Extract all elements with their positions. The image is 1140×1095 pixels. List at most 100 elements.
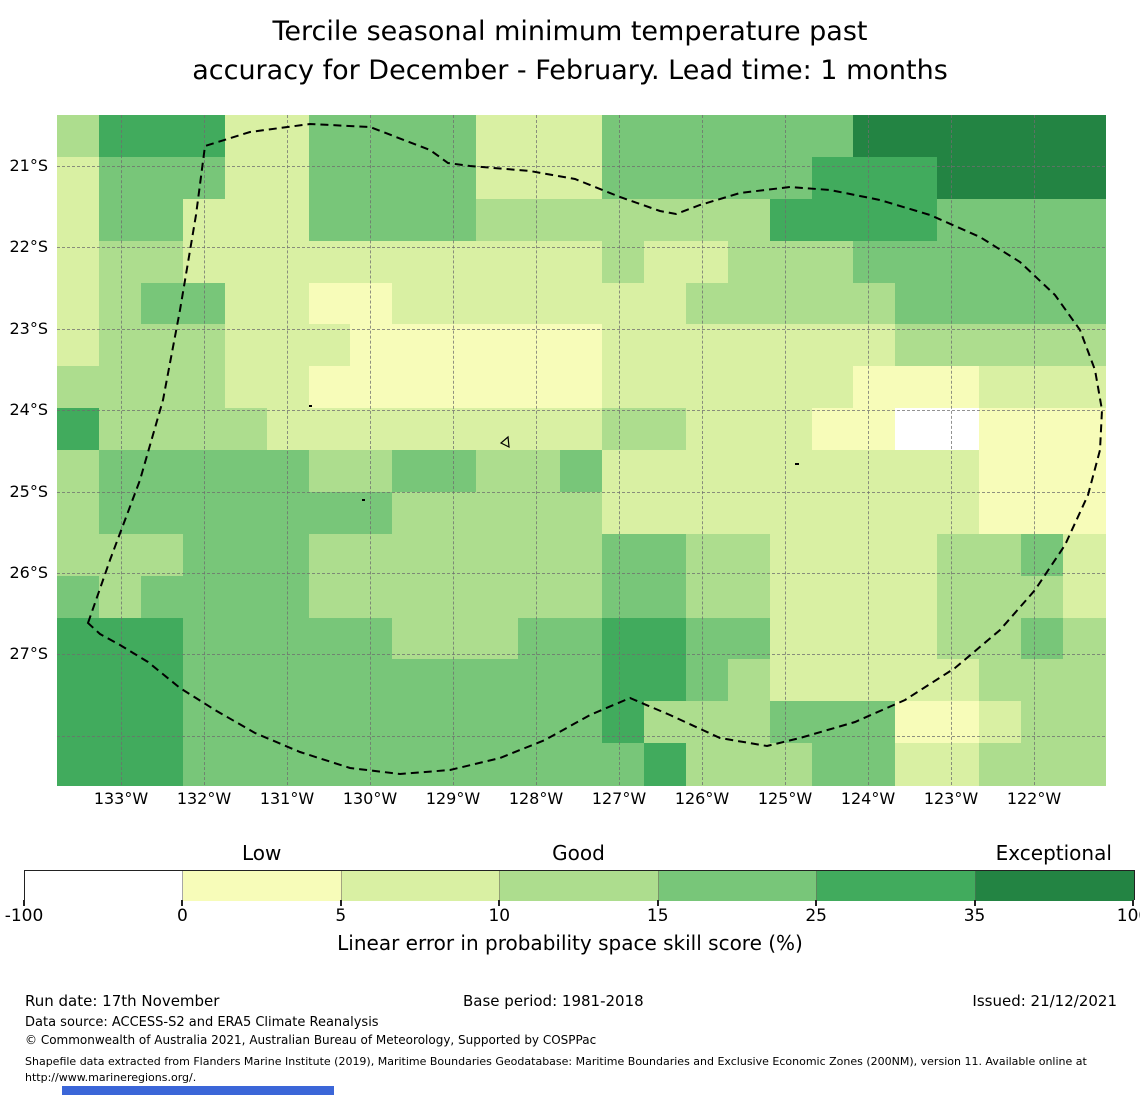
map-cell [937,491,980,535]
map-cell [937,743,980,786]
map-cell [476,491,519,535]
map-cell [350,366,393,409]
map-cell [979,533,1022,577]
map-cell [643,450,687,493]
islet-artifact-icon [499,435,510,449]
map-cell [392,366,435,409]
map-cell [727,575,771,619]
map-cell [224,743,268,786]
map-cell [350,617,393,660]
map-cell [601,115,645,158]
map-cell [853,659,896,702]
map-cell [937,115,980,158]
map-cell [392,156,435,200]
x-axis-tick-label: 125°W [757,789,813,808]
gridline-vertical [702,115,703,785]
colorbar [24,870,1135,901]
map-cell [685,533,729,577]
map-cell [350,743,393,786]
map-cell [224,366,268,409]
map-cell [1021,198,1064,242]
colorbar-tick [498,900,501,906]
map-cell [560,408,603,451]
gridline-horizontal [57,491,1105,493]
map-cell [350,575,393,619]
map-cell [853,366,896,409]
map-cell [811,366,855,409]
map-cell [895,366,938,409]
gridline-vertical [951,115,952,785]
map-cell [224,659,268,702]
map-cell [98,156,142,200]
map-cell [518,324,561,367]
colorbar-tick [815,900,818,906]
map-cell [601,282,645,325]
map-cell [392,617,435,660]
map-cell [1063,156,1106,200]
map-cell [727,743,771,786]
map-cell [224,324,268,367]
map-cell [308,450,352,493]
map-cell [643,282,687,325]
map-cell [434,115,477,158]
map-cell [476,743,519,786]
map-cell [1063,743,1106,786]
map-cell [224,115,268,158]
gridline-vertical [204,115,205,785]
map-cell [769,743,813,786]
colorbar-tick-label: 100 [1116,906,1140,926]
map-cell [140,198,184,242]
map-cell [643,198,687,242]
map-cell [476,617,519,660]
map-cell [601,533,645,577]
map-cell [811,491,855,535]
map-cell [643,324,687,367]
map-cell [769,115,813,158]
colorbar-tick [181,900,184,906]
map-cell [98,659,142,702]
y-axis-tick-label: 21°S [9,156,48,175]
map-cell [140,282,184,325]
gridline-horizontal [57,166,1105,167]
map-cell [98,324,142,367]
map-cell [853,156,896,200]
x-axis-tick-label: 131°W [259,789,315,808]
map-cell [979,450,1022,493]
map-cell [224,617,268,660]
map-cell [979,575,1022,619]
map-cell [769,491,813,535]
gridline-vertical [785,115,786,785]
map-cell [811,533,855,577]
map-cell [350,491,393,535]
map-cell [140,743,184,786]
map-cell [769,198,813,242]
map-cell [392,659,435,702]
map-cell [476,115,519,158]
chart-title-line2: accuracy for December - February. Lead t… [192,55,948,86]
map-cell [601,491,645,535]
map-cell [308,408,352,451]
map-cell [1063,491,1106,535]
map-cell [685,198,729,242]
map-cell [308,115,352,158]
map-cell [979,659,1022,702]
map-cell [57,617,100,660]
map-cell [98,282,142,325]
map-cell [224,575,268,619]
map-cell [685,366,729,409]
map-cell [769,450,813,493]
colorbar-tick [973,900,976,906]
map-cell [1021,617,1064,660]
map-cell [308,743,352,786]
map-cell [392,575,435,619]
map-cell [811,408,855,451]
map-cell [560,366,603,409]
colorbar-segment [975,871,1134,901]
map-cell [643,743,687,786]
map-cell [392,743,435,786]
map-cell [1063,115,1106,158]
x-axis-tick-label: 130°W [342,789,398,808]
map-cell [434,617,477,660]
colorbar-tick [23,900,25,906]
